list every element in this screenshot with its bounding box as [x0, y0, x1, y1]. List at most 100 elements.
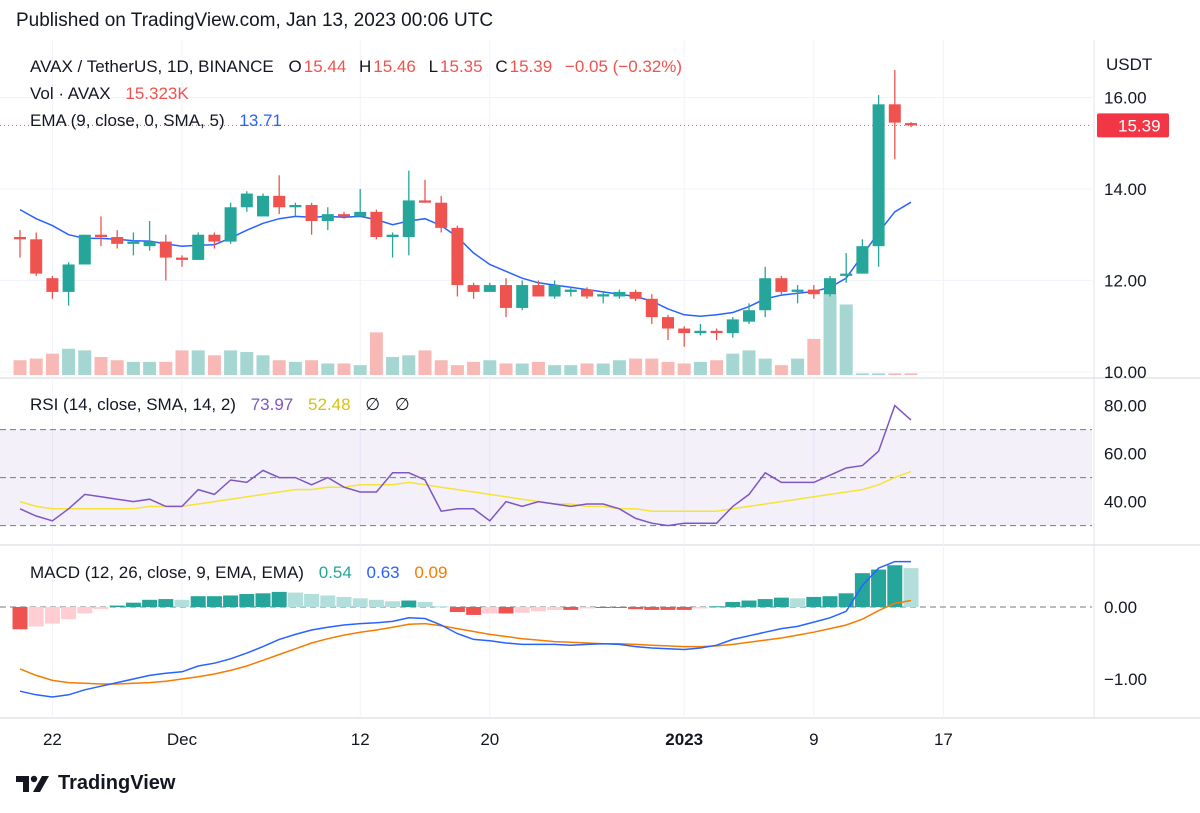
macd-axis-tick: 0.00 [1104, 598, 1137, 617]
legend-macd: MACD (12, 26, close, 9, EMA, EMA) 0.54 0… [30, 563, 449, 583]
candle-body [500, 285, 512, 308]
candle-body [224, 207, 237, 242]
macd-histogram-bar [142, 599, 158, 607]
rsi-axis-tick: 40.00 [1104, 493, 1147, 512]
candle-body [872, 104, 885, 247]
volume-bar [499, 363, 513, 375]
volume-bar [45, 353, 59, 375]
candle-body [240, 193, 253, 208]
volume-bar [872, 373, 886, 375]
candle-body [645, 298, 658, 318]
macd-histogram-bar [433, 606, 449, 608]
macd-histogram-bar [660, 607, 676, 610]
candle-body [273, 195, 286, 208]
volume-bar [483, 360, 497, 375]
candle-body [613, 291, 626, 297]
x-axis-tick: 20 [480, 730, 499, 749]
price-axis-tick: 16.00 [1104, 88, 1147, 107]
volume-bar [288, 361, 302, 375]
macd-histogram-bar [628, 607, 644, 610]
legend-hist-value: 0.09 [414, 563, 448, 582]
volume-bar [434, 360, 448, 375]
macd-histogram-bar [838, 593, 854, 607]
legend-symbol[interactable]: AVAX / TetherUS, 1D, BINANCE [30, 57, 274, 76]
macd-histogram-bar [482, 607, 498, 614]
candle-body [775, 278, 788, 292]
volume-bar [629, 358, 643, 375]
candle-body [888, 104, 901, 123]
candle-body [402, 200, 415, 238]
candle-body [532, 285, 545, 297]
x-axis-tick: Dec [167, 730, 198, 749]
macd-histogram-bar [125, 602, 141, 607]
macd-histogram-bar [676, 607, 692, 610]
candle-body [759, 278, 772, 311]
legend-ema-label[interactable]: EMA (9, close, 0, SMA, 5) [30, 111, 225, 130]
volume-bar [612, 360, 626, 375]
volume-bar [305, 360, 319, 375]
candle-body [419, 200, 431, 203]
volume-bar [807, 338, 821, 375]
candle-body [791, 289, 804, 292]
legend-macd-label[interactable]: MACD (12, 26, close, 9, EMA, EMA) [30, 563, 304, 582]
candle-body [176, 257, 188, 260]
volume-bar [386, 356, 400, 375]
volume-bar [224, 350, 238, 375]
legend-volume-label[interactable]: Vol · AVAX [30, 84, 111, 103]
macd-histogram-bar [579, 607, 595, 609]
volume-bar [888, 373, 902, 375]
macd-histogram-bar [174, 599, 190, 607]
volume-bar [321, 363, 335, 375]
volume-bar [337, 363, 351, 375]
candle-body [208, 234, 221, 242]
volume-bar [677, 363, 691, 375]
candle-body [111, 237, 124, 244]
volume-bar [774, 365, 788, 375]
last-price-label-bg [1097, 113, 1169, 138]
macd-histogram-bar [887, 565, 903, 607]
volume-bar [791, 358, 805, 375]
volume-bar [839, 304, 853, 375]
volume-bar [94, 356, 108, 375]
candle-body [564, 289, 577, 292]
volume-bar [62, 348, 76, 375]
legend-ema-value: 13.71 [239, 111, 282, 130]
macd-histogram-bar [757, 599, 773, 607]
tradingview-logo[interactable]: TradingView [16, 772, 175, 795]
candle-body [62, 264, 75, 292]
candle-body [78, 234, 91, 265]
volume-bar [467, 361, 481, 375]
volume-bar [191, 350, 205, 375]
volume-bar [207, 355, 221, 375]
macd-axis-tick: −1.00 [1104, 670, 1147, 689]
candle-body [30, 239, 43, 274]
candle-body [305, 204, 318, 221]
candle-body [483, 285, 496, 292]
macd-histogram-bar [741, 600, 757, 607]
candle-body [694, 330, 707, 334]
legend-close-label: C [495, 57, 508, 76]
macd-histogram-bar [466, 607, 482, 615]
macd-histogram-bar [530, 607, 546, 612]
macd-histogram-bar [854, 573, 870, 607]
candle-body [143, 241, 156, 247]
macd-histogram-bar [304, 594, 320, 607]
candle-body [321, 214, 334, 221]
legend-rsi-empty-1: ∅ [365, 395, 381, 414]
legend-rsi-label[interactable]: RSI (14, close, SMA, 14, 2) [30, 395, 236, 414]
volume-bar [159, 361, 173, 375]
candle-body [710, 330, 723, 334]
macd-histogram-bar [271, 591, 287, 607]
candle-body [856, 246, 869, 274]
macd-histogram-bar [449, 607, 465, 613]
last-price-label: 15.39 [1118, 116, 1161, 135]
x-axis-tick: 17 [934, 730, 953, 749]
macd-histogram-bar [709, 606, 725, 608]
candle-body [905, 123, 917, 126]
volume-bar [110, 360, 124, 375]
volume-bar [418, 350, 432, 375]
legend-macd-value: 0.54 [318, 563, 352, 582]
candle-body [840, 273, 853, 276]
candle-body [192, 234, 205, 260]
